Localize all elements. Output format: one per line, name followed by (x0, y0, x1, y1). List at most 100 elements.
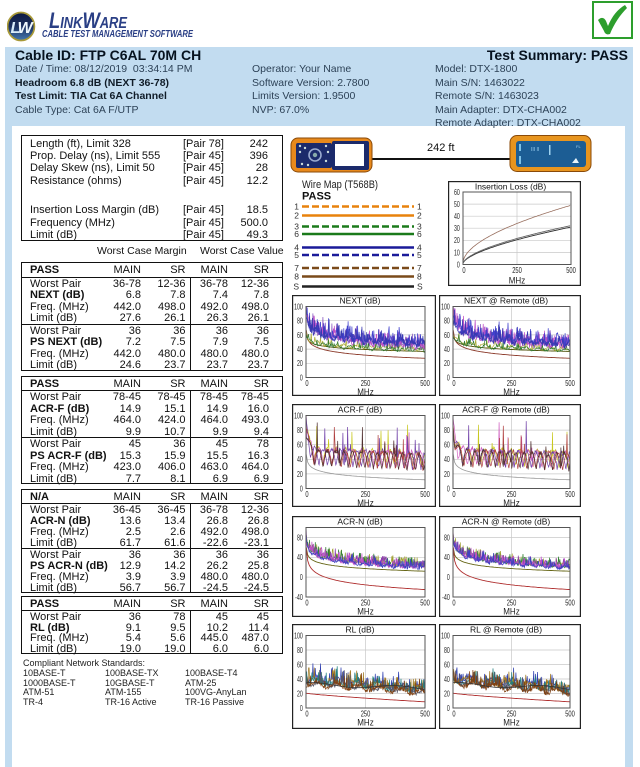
svg-text:3: 3 (294, 222, 299, 232)
svg-text:6: 6 (294, 229, 299, 239)
svg-text:250: 250 (507, 378, 517, 388)
svg-text:40: 40 (444, 552, 450, 562)
svg-text:40: 40 (297, 552, 303, 562)
svg-text:6: 6 (417, 229, 422, 239)
svg-text:100: 100 (294, 410, 303, 420)
svg-text:7: 7 (294, 263, 299, 273)
svg-text:80: 80 (297, 316, 303, 326)
svg-text:60: 60 (444, 330, 450, 340)
svg-text:8: 8 (294, 272, 299, 282)
svg-text:60: 60 (444, 659, 450, 669)
svg-text:NEXT (dB): NEXT (dB) (340, 296, 381, 306)
svg-text:500: 500 (420, 489, 430, 499)
svg-text:ACR-F @ Remote (dB): ACR-F @ Remote (dB) (462, 405, 550, 415)
svg-text:7: 7 (417, 263, 422, 273)
svg-text:20: 20 (297, 688, 303, 698)
svg-text:0: 0 (452, 598, 455, 608)
svg-text:60: 60 (297, 330, 303, 340)
svg-text:0: 0 (305, 709, 308, 719)
svg-text:Insertion Loss (dB): Insertion Loss (dB) (475, 182, 547, 192)
svg-text:500: 500 (420, 709, 430, 719)
svg-text:III II: III II (531, 147, 539, 153)
svg-text:80: 80 (444, 645, 450, 655)
svg-text:500: 500 (565, 489, 575, 499)
svg-text:L: L (11, 20, 21, 37)
svg-text:0: 0 (452, 378, 455, 388)
svg-text:RL @ Remote (dB): RL @ Remote (dB) (470, 625, 542, 635)
svg-text:MHz: MHz (509, 276, 526, 287)
svg-text:500: 500 (420, 598, 430, 608)
svg-text:ACR-N (dB): ACR-N (dB) (337, 517, 383, 527)
svg-text:4: 4 (417, 243, 422, 253)
svg-text:-40: -40 (295, 592, 303, 602)
svg-text:S: S (293, 282, 299, 292)
svg-text:CABLE TEST MANAGEMENT SOFTWARE: CABLE TEST MANAGEMENT SOFTWARE (42, 29, 194, 40)
svg-text:0: 0 (305, 598, 308, 608)
svg-text:4: 4 (294, 243, 299, 253)
svg-text:MHz: MHz (503, 607, 520, 618)
svg-text:-40: -40 (442, 592, 450, 602)
svg-text:5: 5 (417, 250, 422, 260)
svg-text:80: 80 (444, 425, 450, 435)
svg-text:100: 100 (441, 301, 450, 311)
svg-text:40: 40 (444, 674, 450, 684)
svg-text:5: 5 (294, 250, 299, 260)
svg-text:80: 80 (297, 532, 303, 542)
svg-text:250: 250 (361, 378, 371, 388)
svg-text:100: 100 (441, 410, 450, 420)
svg-text:RL (dB): RL (dB) (346, 625, 375, 635)
svg-text:0: 0 (462, 265, 465, 275)
svg-text:60: 60 (297, 440, 303, 450)
svg-text:MHz: MHz (357, 607, 374, 618)
svg-text:80: 80 (444, 532, 450, 542)
svg-text:20: 20 (444, 358, 450, 368)
svg-text:0: 0 (300, 372, 303, 382)
svg-text:MHz: MHz (503, 498, 520, 507)
svg-text:MHz: MHz (503, 718, 520, 729)
svg-text:100: 100 (294, 301, 303, 311)
svg-text:100: 100 (294, 630, 303, 640)
svg-text:500: 500 (420, 378, 430, 388)
svg-text:60: 60 (454, 187, 460, 197)
svg-text:NEXT @ Remote (dB): NEXT @ Remote (dB) (464, 296, 548, 306)
svg-text:250: 250 (361, 709, 371, 719)
svg-text:20: 20 (444, 688, 450, 698)
svg-text:40: 40 (444, 454, 450, 464)
svg-text:500: 500 (565, 378, 575, 388)
svg-text:0: 0 (447, 572, 450, 582)
svg-text:0: 0 (457, 259, 460, 269)
svg-text:40: 40 (444, 344, 450, 354)
svg-text:100: 100 (441, 630, 450, 640)
svg-text:8: 8 (417, 272, 422, 282)
svg-text:250: 250 (361, 598, 371, 608)
svg-text:3: 3 (417, 222, 422, 232)
svg-text:40: 40 (454, 211, 460, 221)
svg-text:80: 80 (297, 425, 303, 435)
svg-text:Wire Map (T568B): Wire Map (T568B) (302, 179, 378, 191)
svg-text:60: 60 (297, 659, 303, 669)
svg-text:2: 2 (417, 211, 422, 221)
svg-text:80: 80 (444, 316, 450, 326)
svg-text:MHz: MHz (357, 498, 374, 507)
svg-text:0: 0 (305, 489, 308, 499)
svg-text:0: 0 (300, 703, 303, 713)
svg-text:0: 0 (300, 483, 303, 493)
svg-text:0: 0 (452, 489, 455, 499)
svg-text:1: 1 (294, 202, 299, 212)
svg-text:500: 500 (565, 709, 575, 719)
svg-text:W: W (18, 20, 35, 37)
svg-text:500: 500 (566, 265, 576, 275)
svg-text:0: 0 (300, 572, 303, 582)
svg-text:50: 50 (454, 199, 460, 209)
svg-text:250: 250 (361, 489, 371, 499)
svg-text:10: 10 (454, 247, 460, 257)
svg-text:FL: FL (576, 144, 581, 149)
svg-text:60: 60 (444, 440, 450, 450)
svg-text:MHz: MHz (357, 718, 374, 729)
svg-text:MHz: MHz (357, 387, 374, 396)
svg-text:20: 20 (297, 469, 303, 479)
svg-text:80: 80 (297, 645, 303, 655)
svg-text:40: 40 (297, 454, 303, 464)
svg-text:40: 40 (297, 344, 303, 354)
svg-text:ACR-F (dB): ACR-F (dB) (338, 405, 383, 415)
